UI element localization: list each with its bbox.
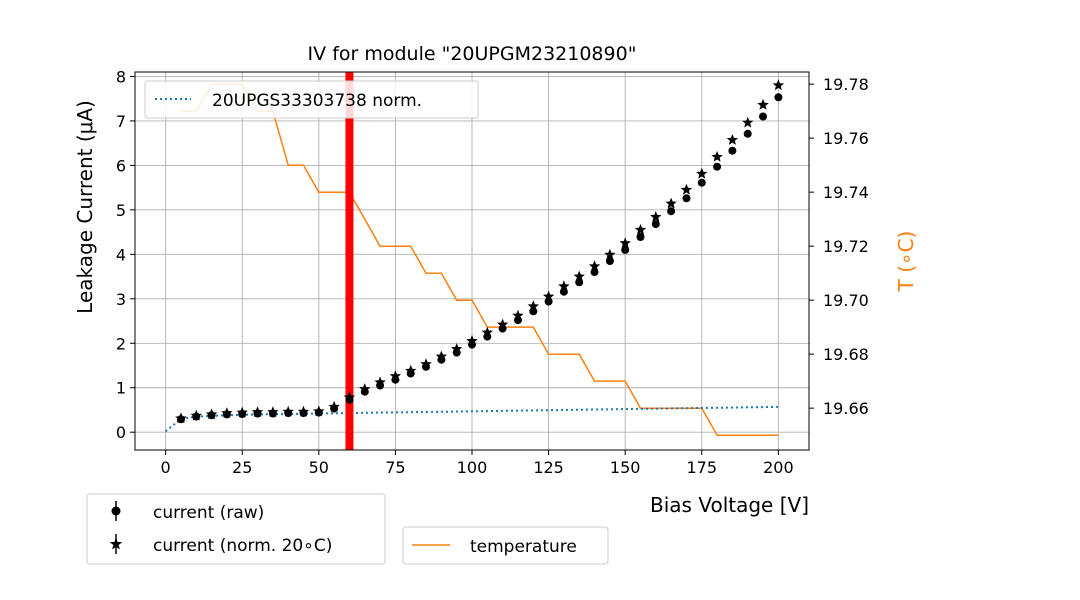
normalized-current-point xyxy=(466,335,478,346)
y-tick-label: 2 xyxy=(116,334,126,353)
normalized-current-point xyxy=(619,237,631,249)
x-tick-label: 25 xyxy=(232,458,252,477)
normalized-current-point xyxy=(527,300,539,312)
x-tick-label: 0 xyxy=(161,458,171,477)
x-tick-label: 100 xyxy=(457,458,488,477)
x-tick-label: 75 xyxy=(385,458,405,477)
grid xyxy=(135,72,809,450)
legend-reference-label: 20UPGS33303738 norm. xyxy=(212,91,422,111)
raw-current-point xyxy=(605,257,614,265)
normalized-current-point xyxy=(343,391,356,403)
normalized-current-point xyxy=(175,412,187,424)
normalized-current-point xyxy=(435,350,448,362)
y-tick-label: 1 xyxy=(116,379,126,398)
normalized-current-point xyxy=(420,358,432,369)
legend-reference: 20UPGS33303738 norm. xyxy=(144,80,479,119)
normalized-current-point xyxy=(573,270,585,282)
normalized-current-point xyxy=(374,376,386,388)
normalized-current-point xyxy=(512,309,524,321)
normalized-current-point xyxy=(405,364,417,376)
y2-tick-label: 19.74 xyxy=(823,183,869,202)
y2-axis-label: T (∘C) xyxy=(894,231,918,293)
raw-current-point xyxy=(743,129,752,138)
legend-temperature-label: temperature xyxy=(470,537,577,557)
x-tick-label: 200 xyxy=(763,458,794,477)
normalized-current-point xyxy=(711,150,723,162)
normalized-current-point xyxy=(588,260,601,272)
normalized-current-point xyxy=(297,405,310,417)
x-axis-label: Bias Voltage [V] xyxy=(650,493,809,517)
raw-current-point xyxy=(651,220,660,229)
normalized-current-point xyxy=(680,183,693,195)
y-tick-label: 6 xyxy=(116,156,126,175)
normalized-current-point xyxy=(634,223,647,235)
normalized-current-point xyxy=(236,406,248,418)
normalized-current-point xyxy=(205,408,218,420)
normalized-current-point xyxy=(221,407,233,418)
x-tick-label: 50 xyxy=(309,458,329,477)
y2-tick-label: 19.68 xyxy=(823,345,869,364)
x-tick-label: 150 xyxy=(610,458,641,477)
raw-current-point xyxy=(682,194,691,203)
raw-current-point xyxy=(667,207,676,216)
legend-norm-label: current (norm. 20∘C) xyxy=(153,536,332,556)
normalized-current-point xyxy=(190,409,202,421)
normalized-current-point xyxy=(665,197,677,209)
normalized-current-point xyxy=(359,383,371,394)
raw-current-point xyxy=(697,178,706,187)
y-tick-label: 7 xyxy=(116,112,126,131)
normalized-current-point xyxy=(267,406,279,418)
plot-area xyxy=(164,72,785,450)
raw-current-point xyxy=(774,93,783,102)
normalized-current-point xyxy=(328,400,340,412)
y-tick-label: 8 xyxy=(116,67,126,86)
normalized-current-point xyxy=(251,406,264,418)
y2-tick-label: 19.72 xyxy=(823,237,869,256)
y2-tick-label: 19.66 xyxy=(823,399,869,418)
normalized-current-point xyxy=(481,326,493,338)
normalized-current-point xyxy=(604,248,616,260)
raw-current-point xyxy=(728,146,737,155)
y2-tick-label: 19.78 xyxy=(823,75,869,94)
normalized-current-point xyxy=(389,370,402,381)
raw-current-point xyxy=(759,112,767,121)
x-tick-label: 125 xyxy=(533,458,564,477)
normalized-current-point xyxy=(772,79,785,91)
normalized-current-point xyxy=(313,405,325,417)
legend-raw-label: current (raw) xyxy=(153,503,264,523)
normalized-current-point xyxy=(726,134,739,145)
raw-current-point xyxy=(636,233,645,241)
y2-tick-label: 19.70 xyxy=(823,291,869,310)
normalized-current-point xyxy=(496,318,509,330)
y2-tick-label: 19.76 xyxy=(823,129,869,148)
x-tick-label: 175 xyxy=(686,458,717,477)
y-tick-label: 4 xyxy=(116,245,126,264)
y-tick-label: 5 xyxy=(116,201,126,220)
normalized-current-point xyxy=(757,98,769,110)
y-tick-label: 3 xyxy=(116,290,126,309)
chart-title: IV for module "20UPGM23210890" xyxy=(308,43,637,65)
temperature-line xyxy=(181,83,779,436)
legend-raw-marker xyxy=(111,501,121,521)
axes: 0 25 50 75 100 125 150 175 200 0 1 2 3 4 5 6 7 8 19.66 19.6… xyxy=(116,67,869,477)
normalized-current-point xyxy=(696,167,708,179)
legend-current: current (raw) current (norm. 20∘C) xyxy=(86,493,386,565)
normalized-current-point xyxy=(451,343,463,354)
normalized-current-point xyxy=(542,290,555,302)
normalized-current-point xyxy=(558,280,570,292)
y-axis-label: Leakage Current (μA) xyxy=(73,100,97,314)
normalized-current-point xyxy=(282,405,294,417)
raw-current-point xyxy=(713,162,722,171)
normalized-current-point xyxy=(742,116,754,128)
y-tick-label: 0 xyxy=(116,423,126,442)
legend-temperature: temperature xyxy=(402,526,609,565)
normalized-current-point xyxy=(650,211,662,222)
raw-current-point xyxy=(621,245,630,254)
legend-norm-marker xyxy=(109,534,123,554)
